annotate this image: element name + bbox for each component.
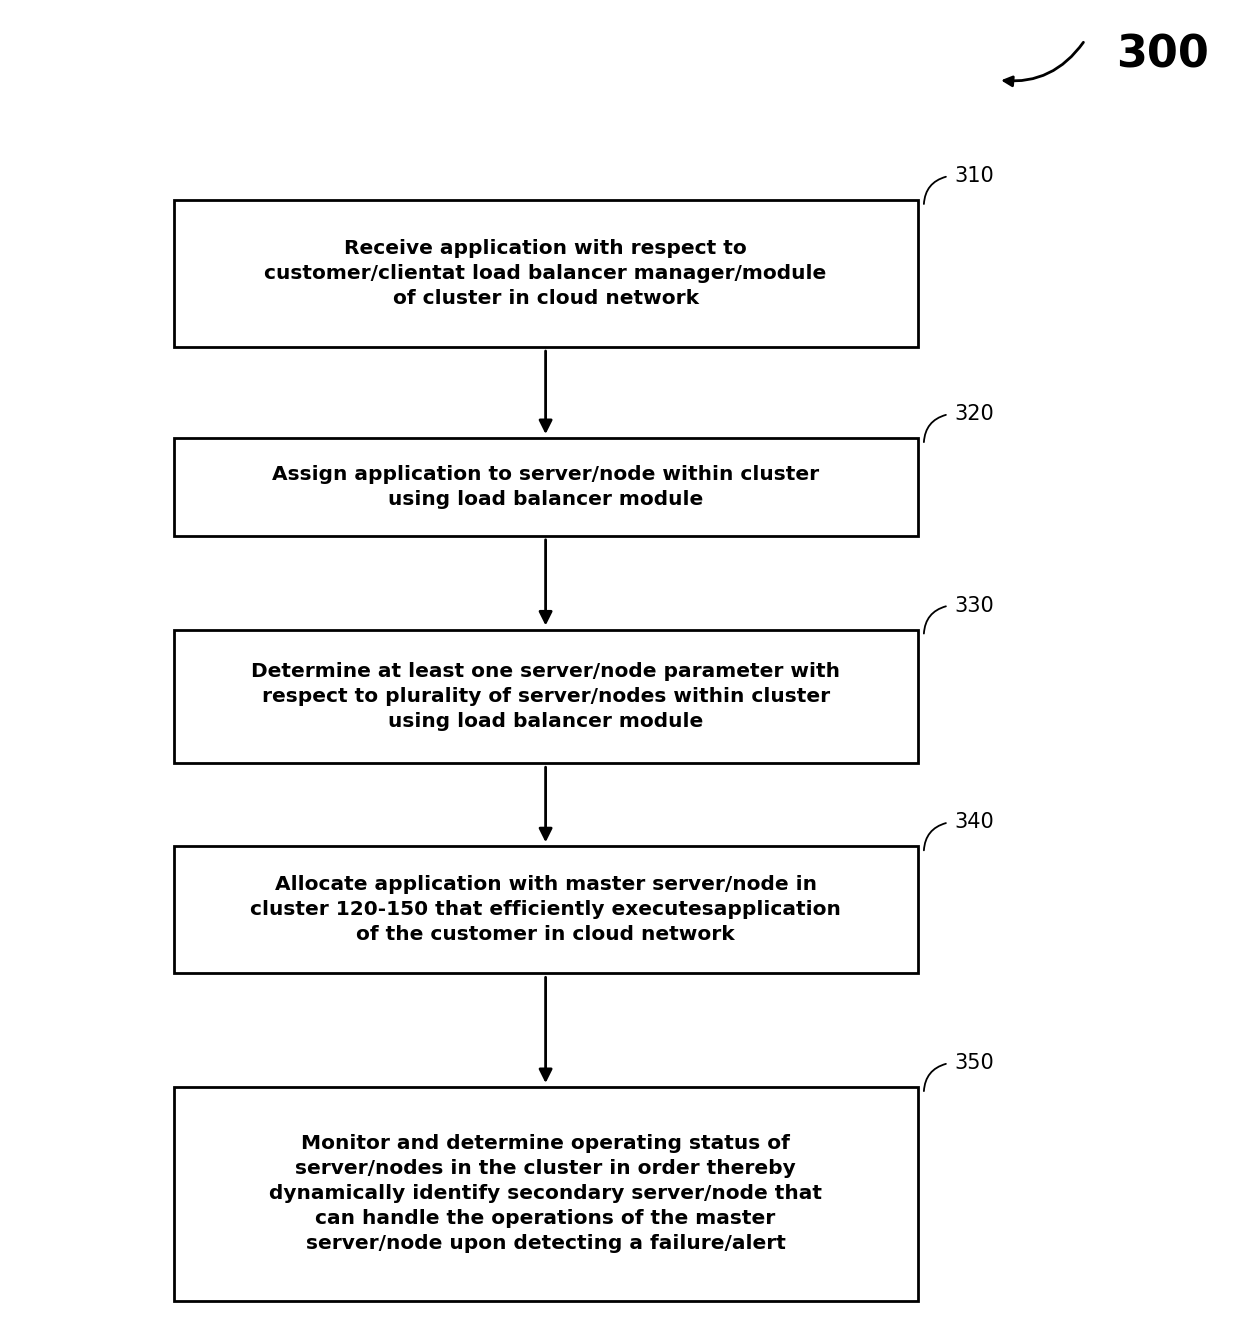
- FancyBboxPatch shape: [174, 630, 918, 763]
- Text: 330: 330: [955, 596, 994, 615]
- FancyBboxPatch shape: [174, 200, 918, 347]
- Text: Allocate application with master server/node in
cluster 120-150 that efficiently: Allocate application with master server/…: [250, 875, 841, 944]
- FancyBboxPatch shape: [174, 1087, 918, 1301]
- Text: 340: 340: [955, 812, 994, 832]
- Text: Receive application with respect to
customer/clientat load balancer manager/modu: Receive application with respect to cust…: [264, 239, 827, 308]
- Text: Determine at least one server/node parameter with
respect to plurality of server: Determine at least one server/node param…: [250, 662, 841, 731]
- Text: 310: 310: [955, 167, 994, 185]
- Text: 350: 350: [955, 1054, 994, 1073]
- FancyBboxPatch shape: [174, 438, 918, 535]
- FancyBboxPatch shape: [174, 846, 918, 974]
- Text: Monitor and determine operating status of
server/nodes in the cluster in order t: Monitor and determine operating status o…: [269, 1134, 822, 1254]
- Text: 320: 320: [955, 404, 994, 424]
- Text: 300: 300: [1116, 33, 1209, 76]
- Text: Assign application to server/node within cluster
using load balancer module: Assign application to server/node within…: [272, 466, 820, 508]
